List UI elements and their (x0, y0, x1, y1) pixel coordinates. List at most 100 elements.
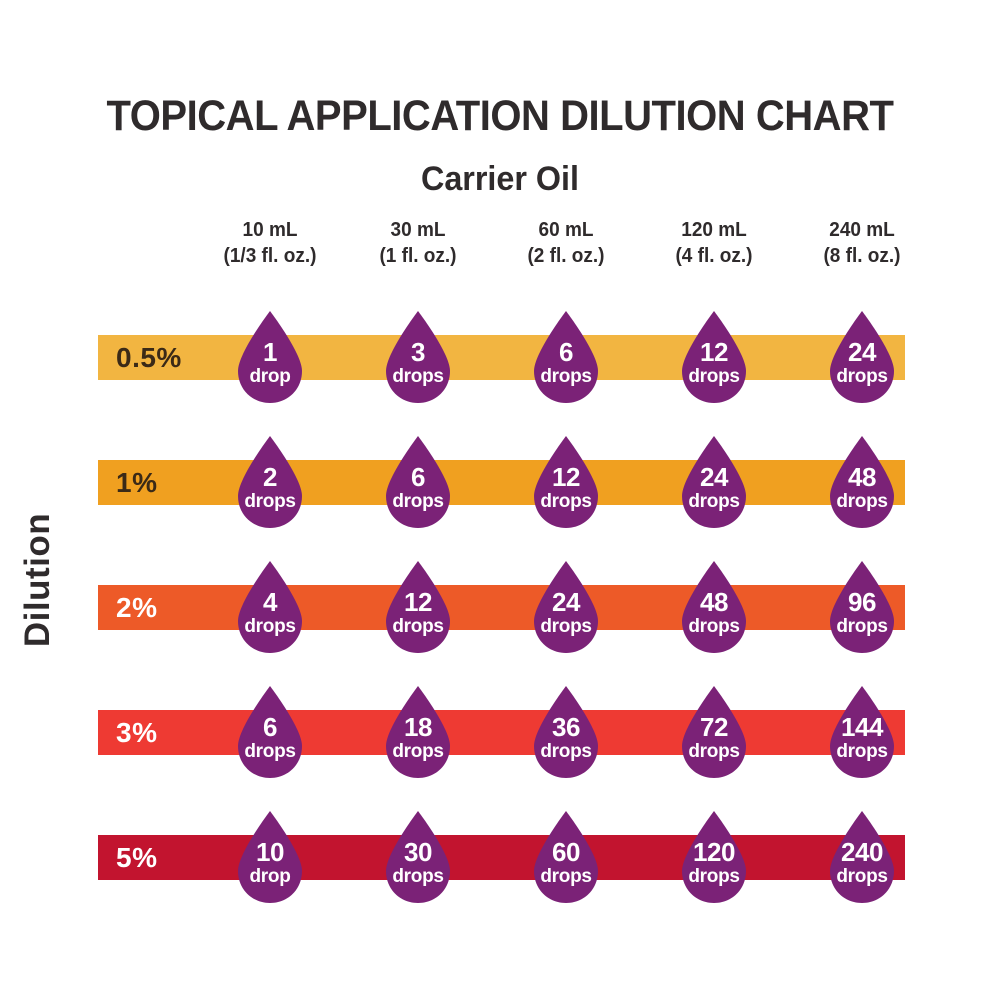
droplet-shape (534, 686, 598, 778)
droplet-icon: 30 drops (378, 809, 458, 905)
droplet-shape (682, 811, 746, 903)
dilution-cell: 6 drops (492, 309, 640, 405)
droplet-icon: 3 drops (378, 309, 458, 405)
column-header-volume-oz: (2 fl. oz.) (527, 244, 605, 267)
dilution-row: 0.5% 1 drop 3 drops 6 drops 12 drops 24 drops (0, 309, 1000, 405)
column-header-3: 60 mL (2 fl. oz.) (496, 218, 637, 269)
column-header-volume-oz: (4 fl. oz.) (675, 244, 753, 267)
dilution-cell: 72 drops (640, 684, 788, 780)
dilution-cell: 4 drops (196, 559, 344, 655)
column-header-volume-ml: 30 mL (390, 219, 446, 241)
column-header-4: 120 mL (4 fl. oz.) (644, 218, 785, 269)
droplet-shape (682, 436, 746, 528)
page-title: TOPICAL APPLICATION DILUTION CHART (106, 92, 894, 140)
dilution-cell: 2 drops (196, 434, 344, 530)
droplet-shape (386, 686, 450, 778)
dilution-row-bar (98, 710, 905, 755)
droplet-shape (386, 436, 450, 528)
droplet-icon: 144 drops (822, 684, 902, 780)
dilution-cell: 240 drops (788, 809, 936, 905)
droplet-icon: 4 drops (230, 559, 310, 655)
column-headers: 10 mL (1/3 fl. oz.) 30 mL (1 fl. oz.) 60 mL (… (196, 218, 936, 269)
droplet-icon: 2 drops (230, 434, 310, 530)
dilution-cell: 24 drops (788, 309, 936, 405)
dilution-percent-label: 0.5% (116, 341, 182, 373)
dilution-row-cells: 4 drops 12 drops 24 drops 48 drops 96 drops (196, 559, 936, 655)
droplet-shape (830, 561, 894, 653)
droplet-shape (830, 436, 894, 528)
dilution-cell: 48 drops (788, 434, 936, 530)
droplet-icon: 48 drops (822, 434, 902, 530)
dilution-cell: 12 drops (344, 559, 492, 655)
droplet-shape (534, 311, 598, 403)
droplet-icon: 18 drops (378, 684, 458, 780)
dilution-cell: 144 drops (788, 684, 936, 780)
droplet-shape (830, 811, 894, 903)
dilution-cell: 120 drops (640, 809, 788, 905)
droplet-icon: 6 drops (230, 684, 310, 780)
dilution-percent-label: 1% (116, 466, 158, 498)
droplet-shape (238, 811, 302, 903)
droplet-icon: 10 drop (230, 809, 310, 905)
dilution-row-cells: 2 drops 6 drops 12 drops 24 drops 48 drops (196, 434, 936, 530)
droplet-shape (238, 686, 302, 778)
droplet-shape (238, 436, 302, 528)
column-header-1: 10 mL (1/3 fl. oz.) (200, 218, 341, 269)
dilution-cell: 24 drops (492, 559, 640, 655)
dilution-cell: 6 drops (344, 434, 492, 530)
dilution-percent-label: 2% (116, 591, 158, 623)
dilution-row-cells: 10 drop 30 drops 60 drops 120 drops 240 drops (196, 809, 936, 905)
droplet-shape (238, 311, 302, 403)
dilution-cell: 48 drops (640, 559, 788, 655)
droplet-shape (830, 686, 894, 778)
droplet-shape (534, 811, 598, 903)
droplet-shape (682, 686, 746, 778)
dilution-cell: 60 drops (492, 809, 640, 905)
dilution-cell: 10 drop (196, 809, 344, 905)
dilution-cell: 18 drops (344, 684, 492, 780)
dilution-row: 3% 6 drops 18 drops 36 drops 72 drops 144 drops (0, 684, 1000, 780)
dilution-cell: 6 drops (196, 684, 344, 780)
column-header-volume-oz: (1/3 fl. oz.) (223, 244, 317, 267)
dilution-row-bar (98, 585, 905, 630)
droplet-shape (830, 311, 894, 403)
dilution-cell: 3 drops (344, 309, 492, 405)
column-header-volume-ml: 120 mL (681, 219, 747, 241)
dilution-row-bar (98, 460, 905, 505)
droplet-icon: 12 drops (526, 434, 606, 530)
droplet-shape (682, 561, 746, 653)
dilution-row-bar (98, 835, 905, 880)
droplet-shape (386, 811, 450, 903)
dilution-cell: 36 drops (492, 684, 640, 780)
carrier-oil-heading: Carrier Oil (421, 160, 579, 198)
droplet-shape (682, 311, 746, 403)
column-header-volume-ml: 60 mL (538, 219, 594, 241)
column-header-volume-oz: (8 fl. oz.) (823, 244, 901, 267)
column-header-volume-ml: 240 mL (829, 219, 895, 241)
droplet-icon: 240 drops (822, 809, 902, 905)
droplet-shape (386, 561, 450, 653)
dilution-cell: 1 drop (196, 309, 344, 405)
column-header-volume-oz: (1 fl. oz.) (379, 244, 457, 267)
droplet-icon: 96 drops (822, 559, 902, 655)
dilution-row-bar (98, 335, 905, 380)
droplet-icon: 1 drop (230, 309, 310, 405)
droplet-icon: 72 drops (674, 684, 754, 780)
droplet-icon: 6 drops (526, 309, 606, 405)
droplet-shape (238, 561, 302, 653)
droplet-icon: 24 drops (674, 434, 754, 530)
droplet-icon: 60 drops (526, 809, 606, 905)
dilution-cell: 12 drops (492, 434, 640, 530)
column-header-2: 30 mL (1 fl. oz.) (348, 218, 489, 269)
column-header-volume-ml: 10 mL (242, 219, 298, 241)
column-header-5: 240 mL (8 fl. oz.) (792, 218, 933, 269)
dilution-cell: 12 drops (640, 309, 788, 405)
droplet-icon: 12 drops (674, 309, 754, 405)
droplet-shape (534, 436, 598, 528)
dilution-row-cells: 6 drops 18 drops 36 drops 72 drops 144 drops (196, 684, 936, 780)
dilution-percent-label: 5% (116, 841, 158, 873)
droplet-icon: 24 drops (526, 559, 606, 655)
dilution-row: 2% 4 drops 12 drops 24 drops 48 drops 96 drops (0, 559, 1000, 655)
droplet-icon: 36 drops (526, 684, 606, 780)
